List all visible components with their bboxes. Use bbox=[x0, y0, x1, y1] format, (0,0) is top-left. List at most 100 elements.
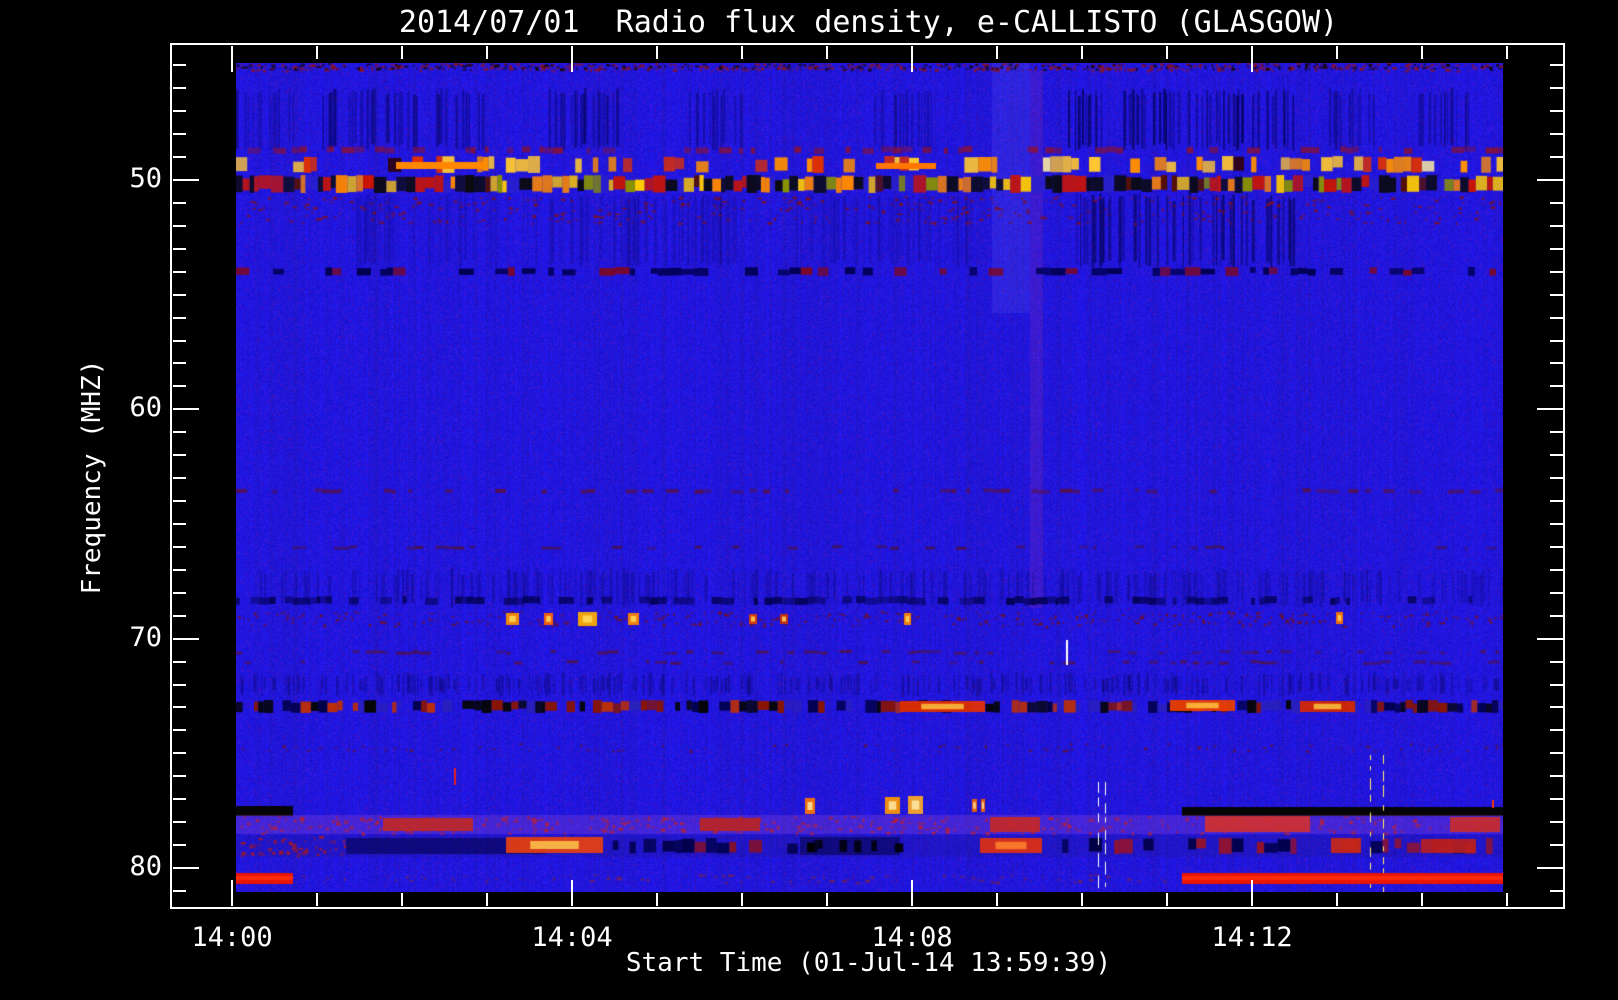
axis-tick bbox=[173, 271, 186, 273]
axis-tick bbox=[173, 890, 186, 892]
axis-tick bbox=[173, 661, 186, 663]
axis-tick bbox=[1550, 110, 1563, 112]
axis-tick bbox=[1421, 46, 1423, 59]
axis-tick bbox=[1550, 546, 1563, 548]
axis-tick bbox=[1081, 893, 1083, 906]
axis-tick bbox=[1550, 271, 1563, 273]
axis-tick bbox=[1550, 477, 1563, 479]
axis-tick bbox=[1550, 661, 1563, 663]
axis-tick bbox=[1537, 867, 1563, 869]
axis-tick bbox=[173, 867, 199, 869]
x-tick-label: 14:12 bbox=[1211, 922, 1293, 953]
axis-tick bbox=[173, 340, 186, 342]
axis-tick bbox=[173, 454, 186, 456]
axis-tick bbox=[1506, 46, 1508, 59]
axis-tick bbox=[1550, 385, 1563, 387]
axis-tick bbox=[1537, 179, 1563, 181]
axis-tick bbox=[1251, 880, 1253, 906]
axis-tick bbox=[996, 46, 998, 59]
axis-tick bbox=[1550, 87, 1563, 89]
axis-tick bbox=[1550, 156, 1563, 158]
axis-tick bbox=[1550, 202, 1563, 204]
axis-tick bbox=[1081, 46, 1083, 59]
axis-tick bbox=[173, 729, 186, 731]
axis-tick bbox=[173, 431, 186, 433]
axis-tick bbox=[571, 880, 573, 906]
axis-tick bbox=[173, 408, 199, 410]
axis-tick bbox=[316, 46, 318, 59]
axis-tick bbox=[173, 821, 186, 823]
axis-tick bbox=[1550, 592, 1563, 594]
axis-tick bbox=[911, 880, 913, 906]
axis-tick bbox=[1550, 133, 1563, 135]
axis-tick bbox=[173, 775, 186, 777]
axis-tick bbox=[486, 893, 488, 906]
axis-tick bbox=[741, 46, 743, 59]
y-axis-title: Frequency (MHZ) bbox=[77, 359, 107, 595]
chart-title: 2014/07/01 Radio flux density, e-CALLIST… bbox=[398, 5, 1339, 40]
axis-tick bbox=[826, 893, 828, 906]
axis-tick bbox=[173, 569, 186, 571]
x-tick-label: 14:08 bbox=[871, 922, 953, 953]
axis-tick bbox=[1537, 638, 1563, 640]
axis-tick bbox=[486, 46, 488, 59]
y-tick-label: 50 bbox=[129, 163, 162, 194]
axis-tick bbox=[1550, 615, 1563, 617]
axis-tick bbox=[173, 477, 186, 479]
axis-tick bbox=[173, 752, 186, 754]
axis-tick bbox=[1550, 294, 1563, 296]
axis-tick bbox=[173, 133, 186, 135]
axis-tick bbox=[1550, 64, 1563, 66]
axis-tick bbox=[1166, 893, 1168, 906]
axis-tick bbox=[316, 893, 318, 906]
axis-tick bbox=[1550, 890, 1563, 892]
axis-tick bbox=[1550, 362, 1563, 364]
axis-tick bbox=[173, 64, 186, 66]
axis-tick bbox=[173, 156, 186, 158]
axis-tick bbox=[173, 546, 186, 548]
axis-tick bbox=[231, 46, 233, 72]
axis-tick bbox=[1550, 684, 1563, 686]
axis-tick bbox=[1421, 893, 1423, 906]
axis-tick bbox=[173, 638, 199, 640]
y-tick-label: 70 bbox=[129, 622, 162, 653]
axis-tick bbox=[401, 893, 403, 906]
axis-tick bbox=[173, 362, 186, 364]
axis-tick bbox=[1550, 752, 1563, 754]
axis-tick bbox=[173, 110, 186, 112]
axis-tick bbox=[1550, 340, 1563, 342]
axis-tick bbox=[1550, 248, 1563, 250]
axis-tick bbox=[1550, 569, 1563, 571]
axis-tick bbox=[173, 844, 186, 846]
axis-tick bbox=[911, 46, 913, 72]
axis-tick bbox=[1251, 46, 1253, 72]
axis-tick bbox=[173, 385, 186, 387]
axis-tick bbox=[173, 225, 186, 227]
axis-tick bbox=[1550, 775, 1563, 777]
axis-tick bbox=[173, 684, 186, 686]
axis-tick bbox=[1550, 454, 1563, 456]
axis-tick bbox=[173, 615, 186, 617]
axis-tick bbox=[1550, 523, 1563, 525]
axis-tick bbox=[1506, 893, 1508, 906]
x-axis-title: Start Time (01-Jul-14 13:59:39) bbox=[625, 948, 1112, 978]
axis-tick bbox=[656, 893, 658, 906]
axis-tick bbox=[1550, 317, 1563, 319]
x-tick-label: 14:00 bbox=[191, 922, 273, 953]
axis-tick bbox=[1550, 431, 1563, 433]
axis-tick bbox=[173, 500, 186, 502]
axis-tick bbox=[1550, 844, 1563, 846]
y-tick-label: 80 bbox=[129, 851, 162, 882]
axis-tick bbox=[173, 202, 186, 204]
axis-tick bbox=[1550, 729, 1563, 731]
axis-tick bbox=[173, 592, 186, 594]
axis-tick bbox=[1550, 225, 1563, 227]
axis-tick bbox=[173, 523, 186, 525]
axis-tick bbox=[173, 294, 186, 296]
axis-tick bbox=[173, 317, 186, 319]
axis-tick bbox=[826, 46, 828, 59]
axis-tick bbox=[1166, 46, 1168, 59]
axis-tick bbox=[1550, 706, 1563, 708]
axis-tick bbox=[1550, 500, 1563, 502]
y-tick-label: 60 bbox=[129, 392, 162, 423]
